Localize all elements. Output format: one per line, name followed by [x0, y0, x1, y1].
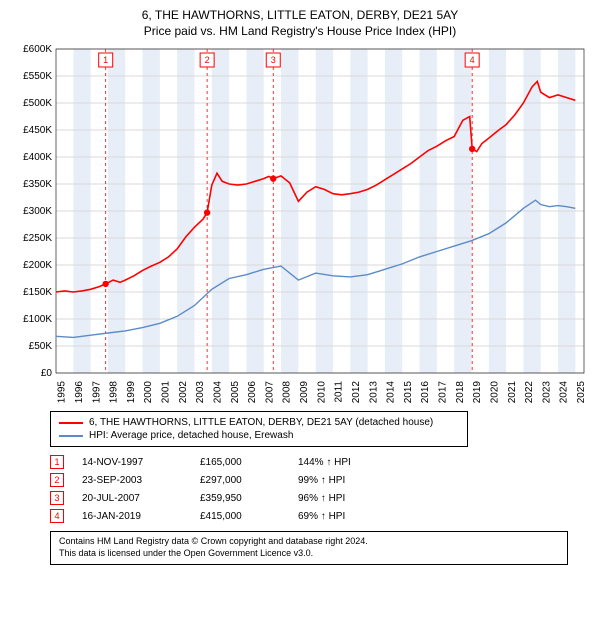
svg-text:£100K: £100K	[23, 314, 52, 325]
legend-swatch	[59, 435, 83, 437]
sale-pct: 144% ↑ HPI	[298, 457, 388, 468]
legend-swatch	[59, 422, 83, 424]
svg-text:2010: 2010	[316, 381, 327, 403]
svg-text:£300K: £300K	[23, 206, 52, 217]
sale-date: 14-NOV-1997	[82, 457, 182, 468]
svg-text:2015: 2015	[403, 381, 414, 403]
svg-text:£600K: £600K	[23, 44, 52, 55]
svg-text:2004: 2004	[212, 381, 223, 403]
sales-table: 1 14-NOV-1997 £165,000 144% ↑ HPI 2 23-S…	[50, 453, 590, 525]
svg-text:2002: 2002	[178, 381, 189, 403]
svg-text:£500K: £500K	[23, 98, 52, 109]
svg-text:2013: 2013	[368, 381, 379, 403]
svg-text:2003: 2003	[195, 381, 206, 403]
sale-marker-badge: 2	[50, 473, 64, 487]
title-line2: Price paid vs. HM Land Registry's House …	[10, 24, 590, 40]
sale-marker-badge: 3	[50, 491, 64, 505]
sale-marker-badge: 4	[50, 509, 64, 523]
footnote-line2: This data is licensed under the Open Gov…	[59, 548, 559, 560]
chart-title: 6, THE HAWTHORNS, LITTLE EATON, DERBY, D…	[10, 8, 590, 39]
svg-text:2001: 2001	[161, 381, 172, 403]
svg-text:2023: 2023	[541, 381, 552, 403]
svg-text:2017: 2017	[438, 381, 449, 403]
svg-text:2012: 2012	[351, 381, 362, 403]
legend-row: HPI: Average price, detached house, Erew…	[59, 429, 459, 442]
svg-text:2014: 2014	[386, 381, 397, 403]
sale-date: 23-SEP-2003	[82, 475, 182, 486]
svg-text:2018: 2018	[455, 381, 466, 403]
legend: 6, THE HAWTHORNS, LITTLE EATON, DERBY, D…	[50, 411, 468, 447]
svg-text:2024: 2024	[559, 381, 570, 403]
svg-text:£400K: £400K	[23, 152, 52, 163]
svg-text:1: 1	[103, 55, 108, 65]
sale-price: £297,000	[200, 475, 280, 486]
svg-text:2006: 2006	[247, 381, 258, 403]
svg-text:1996: 1996	[74, 381, 85, 403]
svg-text:3: 3	[271, 55, 276, 65]
svg-text:2005: 2005	[230, 381, 241, 403]
legend-label: HPI: Average price, detached house, Erew…	[89, 430, 293, 441]
sale-date: 20-JUL-2007	[82, 493, 182, 504]
svg-text:1999: 1999	[126, 381, 137, 403]
legend-row: 6, THE HAWTHORNS, LITTLE EATON, DERBY, D…	[59, 416, 459, 429]
svg-text:2011: 2011	[334, 381, 345, 403]
svg-text:4: 4	[470, 55, 475, 65]
sales-row: 3 20-JUL-2007 £359,950 96% ↑ HPI	[50, 489, 590, 507]
svg-text:2007: 2007	[264, 381, 275, 403]
sale-price: £415,000	[200, 511, 280, 522]
svg-text:2025: 2025	[576, 381, 587, 403]
sales-row: 4 16-JAN-2019 £415,000 69% ↑ HPI	[50, 507, 590, 525]
title-line1: 6, THE HAWTHORNS, LITTLE EATON, DERBY, D…	[10, 8, 590, 24]
sale-price: £359,950	[200, 493, 280, 504]
svg-text:2021: 2021	[507, 381, 518, 403]
svg-text:1995: 1995	[57, 381, 68, 403]
svg-text:2009: 2009	[299, 381, 310, 403]
svg-text:2022: 2022	[524, 381, 535, 403]
svg-text:1998: 1998	[109, 381, 120, 403]
sale-price: £165,000	[200, 457, 280, 468]
legend-label: 6, THE HAWTHORNS, LITTLE EATON, DERBY, D…	[89, 417, 433, 428]
sales-row: 2 23-SEP-2003 £297,000 99% ↑ HPI	[50, 471, 590, 489]
svg-text:£200K: £200K	[23, 260, 52, 271]
svg-text:2008: 2008	[282, 381, 293, 403]
footnote-line1: Contains HM Land Registry data © Crown c…	[59, 536, 559, 548]
svg-text:£150K: £150K	[23, 287, 52, 298]
chart-svg: £0 £50K £100K £150K £200K £250K £300K £350K £400…	[10, 43, 590, 403]
svg-text:2020: 2020	[489, 381, 500, 403]
sale-marker-badge: 1	[50, 455, 64, 469]
chart-plot: £0 £50K £100K £150K £200K £250K £300K £350K £400…	[10, 43, 590, 403]
sale-pct: 96% ↑ HPI	[298, 493, 388, 504]
svg-text:£450K: £450K	[23, 125, 52, 136]
svg-text:£0: £0	[41, 368, 53, 379]
svg-text:2019: 2019	[472, 381, 483, 403]
svg-text:£50K: £50K	[29, 341, 53, 352]
chart-container: 6, THE HAWTHORNS, LITTLE EATON, DERBY, D…	[0, 0, 600, 575]
svg-text:1997: 1997	[91, 381, 102, 403]
sale-pct: 69% ↑ HPI	[298, 511, 388, 522]
svg-text:2000: 2000	[143, 381, 154, 403]
svg-text:£350K: £350K	[23, 179, 52, 190]
sale-pct: 99% ↑ HPI	[298, 475, 388, 486]
svg-text:2016: 2016	[420, 381, 431, 403]
footnote: Contains HM Land Registry data © Crown c…	[50, 531, 568, 564]
sale-date: 16-JAN-2019	[82, 511, 182, 522]
svg-text:£250K: £250K	[23, 233, 52, 244]
svg-text:£550K: £550K	[23, 71, 52, 82]
svg-text:2: 2	[205, 55, 210, 65]
sales-row: 1 14-NOV-1997 £165,000 144% ↑ HPI	[50, 453, 590, 471]
